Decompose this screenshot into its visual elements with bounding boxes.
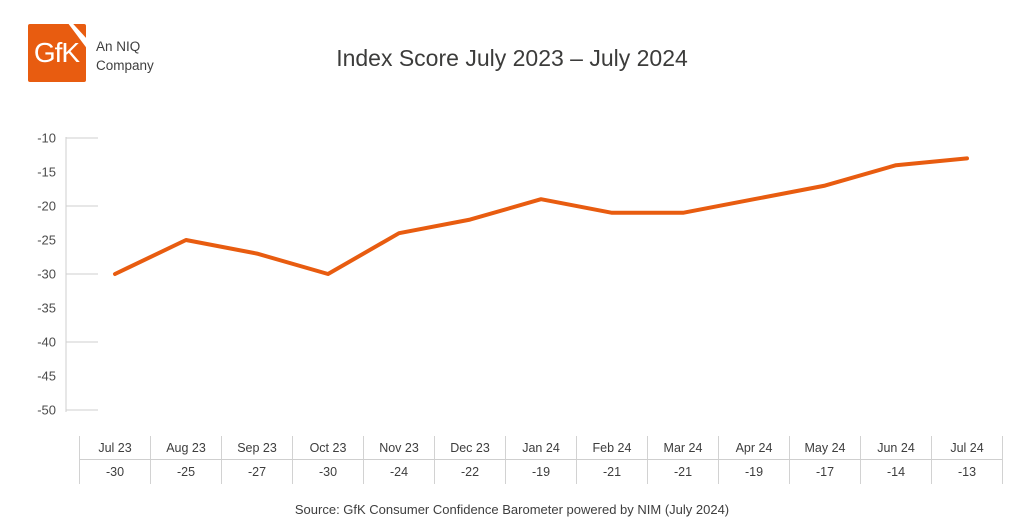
chart-title: Index Score July 2023 – July 2024 bbox=[336, 45, 688, 71]
value-cell: -17 bbox=[790, 460, 861, 484]
niq-company-line1: An NIQ bbox=[96, 39, 141, 54]
y-axis-label: -10 bbox=[37, 131, 56, 146]
y-axis-label: -35 bbox=[37, 301, 56, 316]
month-cell: Apr 24 bbox=[719, 436, 790, 459]
value-cell: -24 bbox=[364, 460, 435, 484]
value-cell: -21 bbox=[577, 460, 648, 484]
y-axis-label: -30 bbox=[37, 267, 56, 282]
value-cell: -25 bbox=[151, 460, 222, 484]
month-cell: Aug 23 bbox=[151, 436, 222, 459]
month-cell: Feb 24 bbox=[577, 436, 648, 459]
niq-company-label: An NIQ Company bbox=[96, 37, 154, 75]
month-cell: Sep 23 bbox=[222, 436, 293, 459]
y-axis-label: -50 bbox=[37, 403, 56, 418]
niq-company-line2: Company bbox=[96, 58, 154, 73]
y-axis-label: -15 bbox=[37, 165, 56, 180]
gfk-logo-text: GfK bbox=[33, 37, 80, 68]
x-axis-values-row: -30 -25 -27 -30 -24 -22 -19 -21 -21 -19 -17 -14 -13 bbox=[80, 460, 1002, 484]
value-cell: -19 bbox=[719, 460, 790, 484]
source-note: Source: GfK Consumer Confidence Baromete… bbox=[294, 502, 730, 517]
month-cell: Jul 24 bbox=[950, 440, 984, 455]
x-axis-table: Jul 23 Aug 23 Sep 23 Oct 23 Nov 23 Dec 23 Jan … bbox=[79, 436, 1003, 484]
y-axis-label: -45 bbox=[37, 369, 56, 384]
y-axis-label: -25 bbox=[37, 233, 56, 248]
month-cell: Oct 23 bbox=[293, 436, 364, 459]
month-cell: Nov 23 bbox=[364, 436, 435, 459]
month-cell: May 24 bbox=[790, 436, 861, 459]
month-cell: Jul 23 bbox=[80, 436, 151, 459]
month-cell: Mar 24 bbox=[648, 436, 719, 459]
value-cell: -19 bbox=[506, 460, 577, 484]
y-axis-label: -40 bbox=[37, 335, 56, 350]
index-score-line bbox=[113, 156, 969, 276]
month-cell: Jan 24 bbox=[506, 436, 577, 459]
value-cell: -22 bbox=[435, 460, 506, 484]
month-cell: Jun 24 bbox=[861, 436, 932, 459]
value-cell: -30 bbox=[293, 460, 364, 484]
value-cell: -13 bbox=[957, 465, 977, 479]
value-cell: -21 bbox=[648, 460, 719, 484]
y-axis-label: -20 bbox=[37, 199, 56, 214]
gfk-logo: GfK bbox=[28, 24, 86, 82]
value-cell: -30 bbox=[80, 460, 151, 484]
value-cell: -14 bbox=[861, 460, 932, 484]
value-cell: -27 bbox=[222, 460, 293, 484]
month-cell: Dec 23 bbox=[435, 436, 506, 459]
x-axis-months-row: Jul 23 Aug 23 Sep 23 Oct 23 Nov 23 Dec 23 Jan … bbox=[80, 436, 1002, 460]
